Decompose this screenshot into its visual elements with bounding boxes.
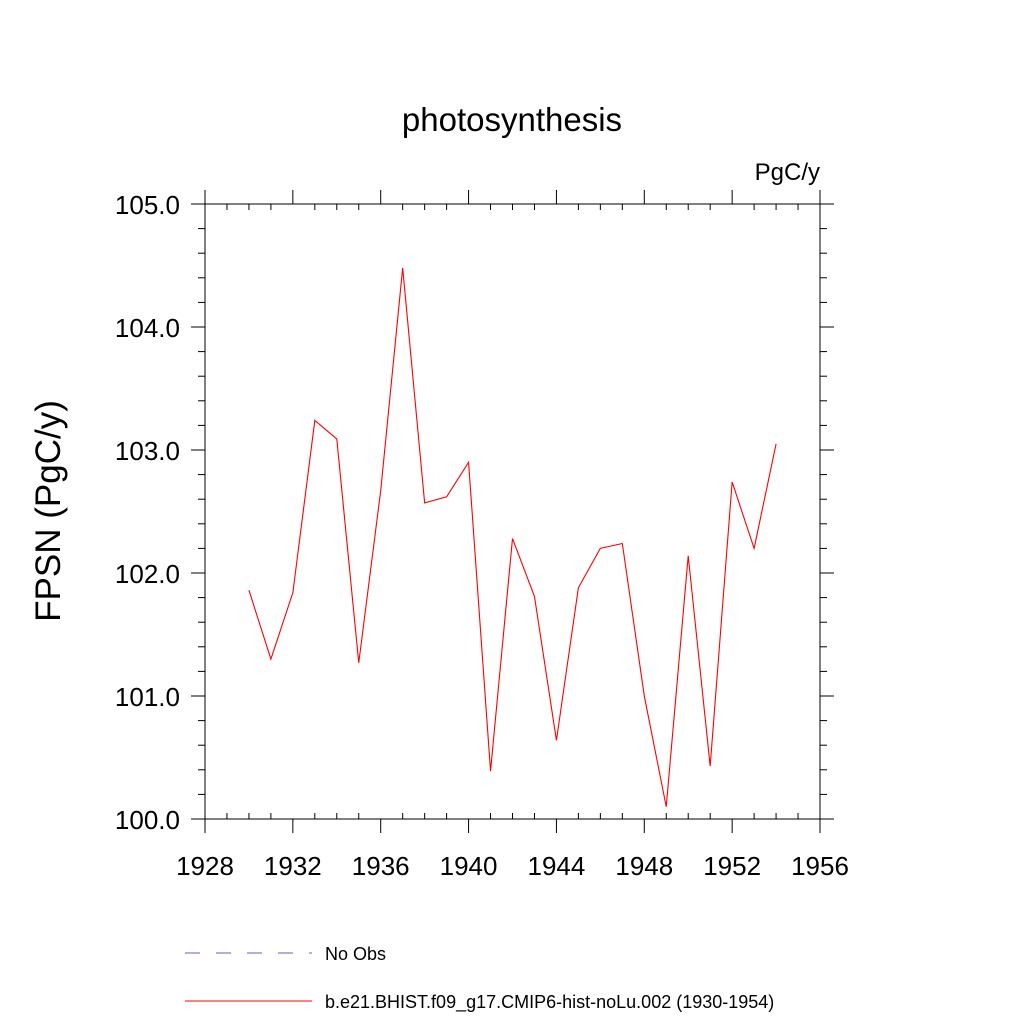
x-tick-label: 1940 xyxy=(440,851,498,881)
y-axis-label: FPSN (PgC/y) xyxy=(29,400,68,622)
units-label: PgC/y xyxy=(755,159,820,186)
series-line xyxy=(248,267,777,807)
y-tick-labels: 100.0 101.0 102.0 103.0 104.0 105.0 xyxy=(115,190,180,835)
legend-label: b.e21.BHIST.f09_g17.CMIP6-hist-noLu.002 … xyxy=(325,992,774,1013)
y-tick-label: 101.0 xyxy=(115,682,180,712)
x-tick-label: 1932 xyxy=(264,851,322,881)
legend: No Obs b.e21.BHIST.f09_g17.CMIP6-hist-noL… xyxy=(185,944,774,1013)
x-tick-label: 1948 xyxy=(615,851,673,881)
x-tick-labels: 1928 1932 1936 1940 1944 1948 1952 1956 xyxy=(176,851,849,881)
chart-title: photosynthesis xyxy=(402,101,622,138)
y-tick-label: 105.0 xyxy=(115,190,180,220)
legend-label: No Obs xyxy=(325,944,386,964)
y-tick-label: 102.0 xyxy=(115,559,180,589)
x-tick-label: 1944 xyxy=(528,851,586,881)
axis-ticks xyxy=(191,190,834,833)
y-tick-label: 100.0 xyxy=(115,805,180,835)
plot-area xyxy=(204,203,821,820)
y-tick-label: 103.0 xyxy=(115,436,180,466)
y-tick-label: 104.0 xyxy=(115,313,180,343)
series-layer xyxy=(248,267,777,807)
x-tick-label: 1952 xyxy=(703,851,761,881)
x-tick-label: 1928 xyxy=(176,851,234,881)
x-tick-label: 1936 xyxy=(352,851,410,881)
x-tick-label: 1956 xyxy=(791,851,849,881)
plot-frame xyxy=(204,203,821,820)
